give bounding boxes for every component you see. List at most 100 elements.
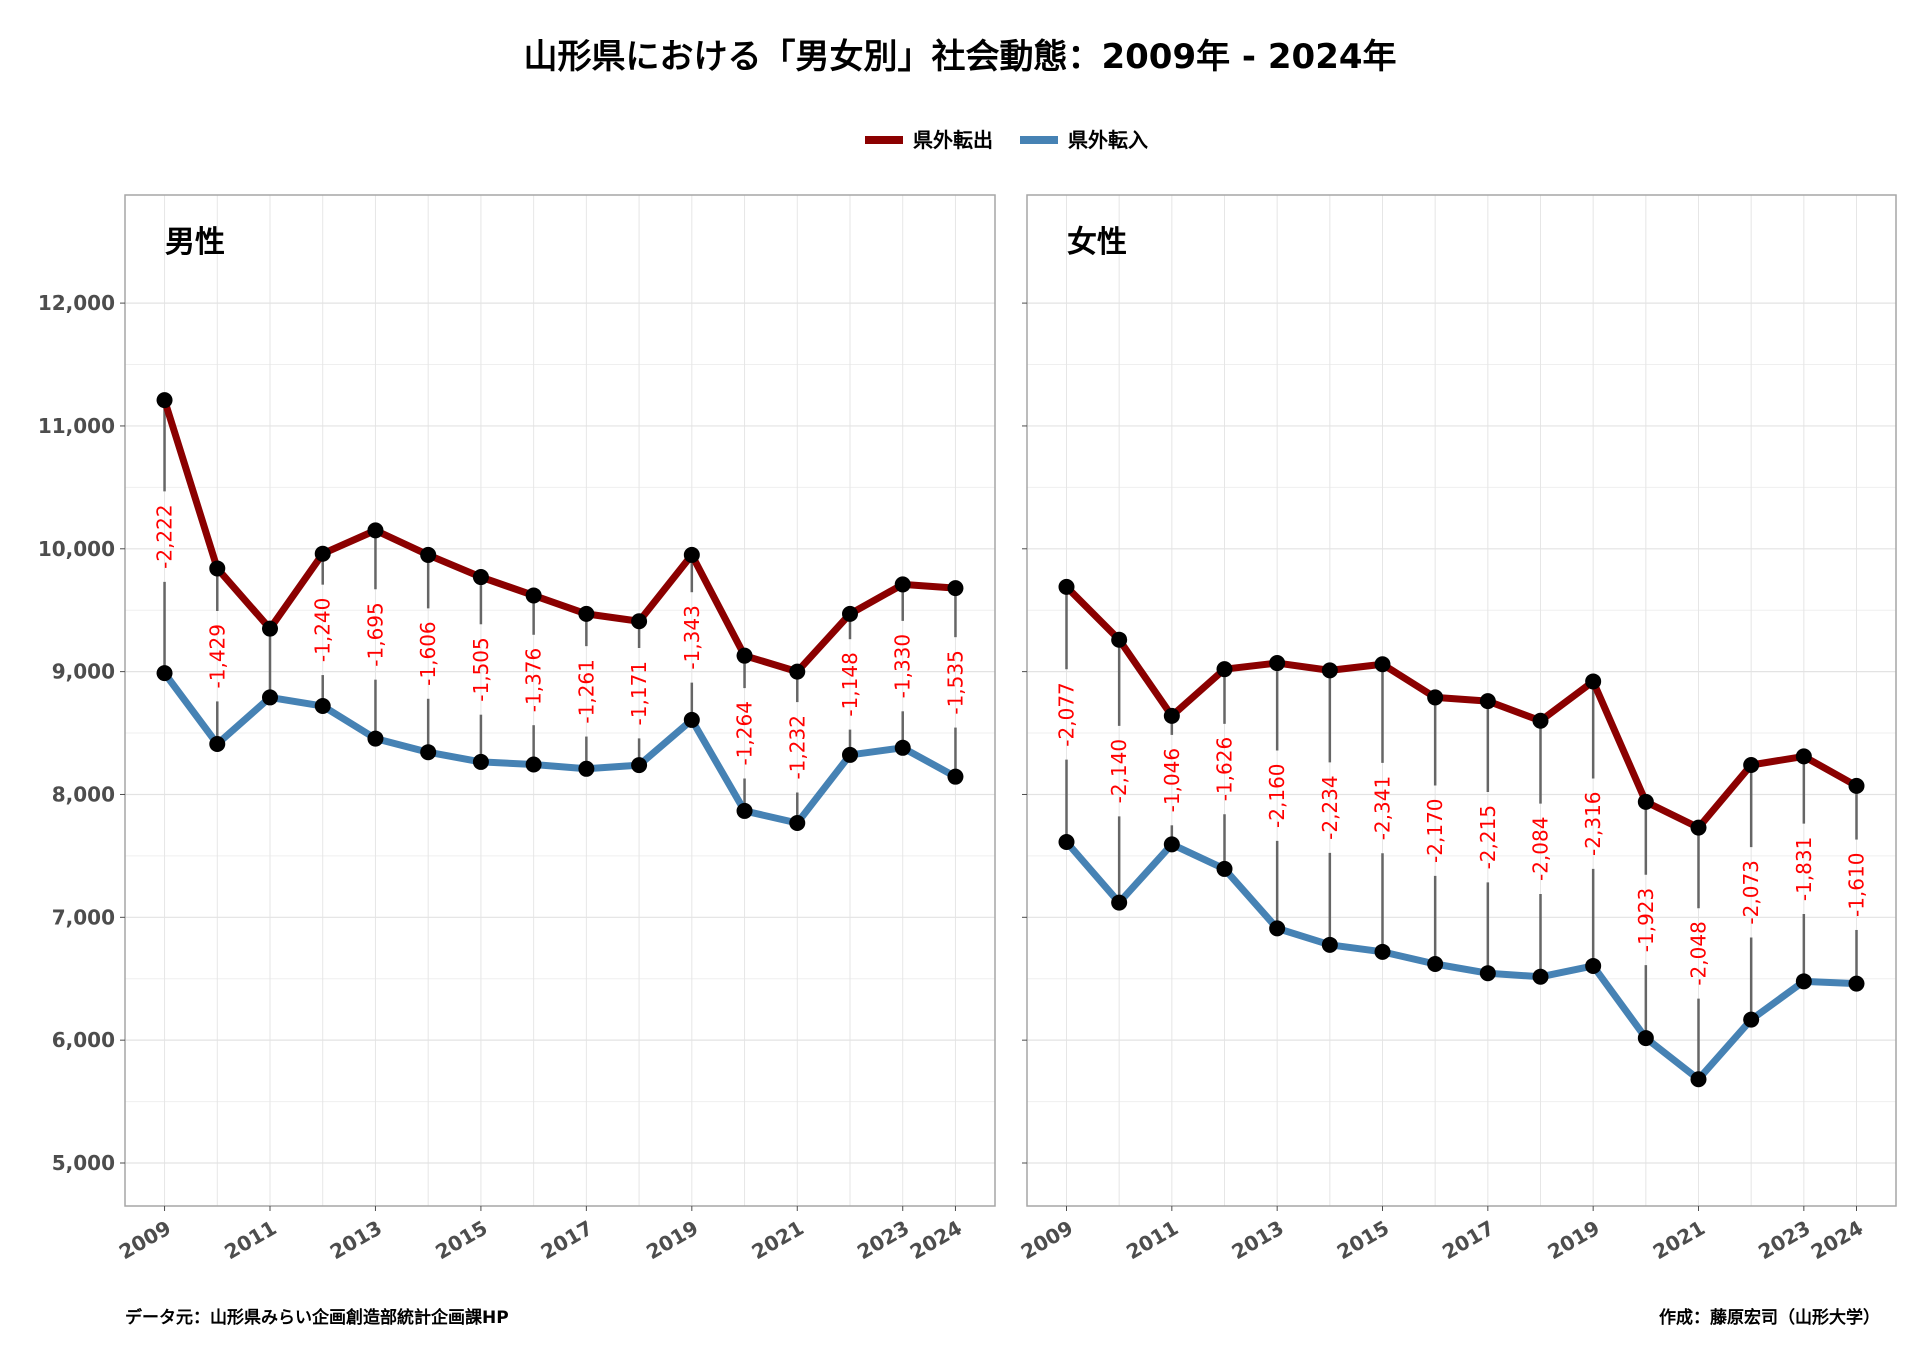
x-tick-label: 2021 [748, 1216, 808, 1265]
data-point-inflow [683, 711, 700, 728]
data-point-outflow [1216, 661, 1233, 678]
series-line-inflow [161, 671, 958, 827]
data-point-outflow [1690, 819, 1707, 836]
data-point-inflow [842, 746, 858, 763]
data-point-inflow [367, 730, 384, 747]
data-point-outflow [1427, 689, 1444, 706]
y-tick-label: 11,000 [38, 414, 115, 438]
data-point-inflow [1111, 894, 1128, 911]
x-tick-label: 2019 [1543, 1216, 1603, 1265]
legend: 県外転出 県外転入 [865, 128, 1148, 152]
data-point-inflow [209, 735, 226, 752]
difference-label: -1,626 [1213, 737, 1237, 801]
panel-title: 女性 [1067, 225, 1127, 260]
data-point-inflow [578, 760, 595, 777]
data-point-outflow [1585, 673, 1602, 690]
data-point-outflow [367, 522, 384, 539]
data-point-inflow [1427, 955, 1444, 972]
x-tick-label: 2017 [537, 1216, 597, 1265]
y-tick-label: 5,000 [52, 1151, 115, 1175]
data-point-inflow [1585, 957, 1602, 974]
data-point-outflow [156, 392, 173, 409]
difference-label: -1,046 [1160, 748, 1184, 812]
x-tick-label: 2024 [906, 1216, 966, 1265]
difference-label: -1,240 [311, 598, 335, 662]
difference-label: -1,343 [680, 605, 704, 669]
data-point-outflow [1111, 631, 1128, 648]
panel-border [1026, 194, 1897, 1207]
legend-label-outflow: 県外転出 [913, 128, 993, 152]
difference-label: -1,264 [733, 701, 757, 765]
difference-label: -2,234 [1318, 775, 1342, 839]
data-point-inflow [1532, 968, 1549, 985]
x-tick-label: 2011 [220, 1216, 280, 1265]
data-point-outflow [420, 546, 437, 563]
data-point-outflow [472, 569, 489, 586]
data-point-inflow [156, 665, 173, 682]
panel-title: 男性 [165, 225, 225, 260]
data-point-outflow [1795, 748, 1812, 765]
data-point-inflow [947, 768, 964, 785]
chart-title: 山形県における「男女別」社会動態：2009年 - 2024年 [523, 37, 1396, 77]
data-point-outflow [578, 605, 595, 622]
difference-label: -1,261 [574, 659, 598, 723]
data-point-inflow [1690, 1071, 1707, 1088]
data-point-inflow [472, 753, 489, 770]
x-tick-label: 2019 [642, 1216, 702, 1265]
y-tick-label: 9,000 [52, 660, 115, 684]
y-tick-label: 12,000 [38, 291, 115, 315]
difference-label: -1,923 [1634, 888, 1658, 952]
difference-label: -1,429 [205, 624, 229, 688]
difference-label: -2,073 [1739, 860, 1763, 924]
difference-label: -2,140 [1107, 739, 1131, 803]
data-point-inflow [1848, 975, 1865, 992]
x-tick-label: 2009 [115, 1216, 175, 1265]
data-point-outflow [314, 545, 331, 562]
data-point-outflow [1479, 693, 1496, 710]
data-point-inflow [894, 739, 911, 756]
data-point-outflow [683, 546, 700, 563]
data-point-outflow [1637, 793, 1654, 810]
series-line-inflow [1063, 839, 1857, 1083]
data-point-inflow [1058, 834, 1075, 851]
x-tick-label: 2011 [1122, 1216, 1182, 1265]
x-tick-label: 2015 [431, 1216, 491, 1265]
difference-label: -1,148 [838, 652, 862, 716]
panels: 男性 5,000 6,000 7,000 8,000 9,000 10,000 11,000 1… [38, 194, 1897, 1265]
data-point-outflow [947, 580, 964, 597]
difference-label: -2,222 [153, 504, 177, 568]
data-point-inflow [1479, 965, 1496, 982]
difference-label: -2,170 [1423, 798, 1447, 862]
data-point-outflow [842, 605, 858, 622]
data-point-outflow [736, 647, 753, 664]
data-point-outflow [631, 613, 648, 630]
series-line-outflow [161, 399, 956, 676]
difference-label: -2,316 [1581, 791, 1605, 855]
y-tick-label: 6,000 [52, 1028, 115, 1052]
x-tick-label: 2013 [326, 1216, 386, 1265]
x-tick-label: 2017 [1438, 1216, 1498, 1265]
data-point-inflow [1795, 973, 1812, 990]
legend-label-inflow: 県外転入 [1068, 128, 1148, 152]
x-tick-label: 2013 [1227, 1216, 1287, 1265]
data-point-inflow [736, 802, 753, 819]
x-tick-label: 2009 [1017, 1216, 1077, 1265]
data-point-inflow [1269, 920, 1286, 937]
data-point-inflow [1637, 1030, 1654, 1047]
data-point-outflow [209, 560, 226, 577]
data-point-outflow [1058, 578, 1075, 595]
data-point-outflow [789, 663, 806, 680]
y-tick-label: 8,000 [52, 782, 115, 806]
data-point-inflow [789, 814, 806, 831]
data-point-outflow [1269, 655, 1286, 672]
difference-label: -1,535 [943, 650, 967, 714]
data-point-inflow [420, 744, 437, 761]
data-point-inflow [1321, 936, 1338, 953]
difference-label: -1,610 [1845, 853, 1869, 917]
difference-label: -1,831 [1792, 837, 1816, 901]
x-tick-label: 2023 [1754, 1216, 1814, 1265]
data-source-note: データ元：山形県みらい企画創造部統計企画課HP [125, 1307, 509, 1328]
y-tick-label: 7,000 [52, 905, 115, 929]
